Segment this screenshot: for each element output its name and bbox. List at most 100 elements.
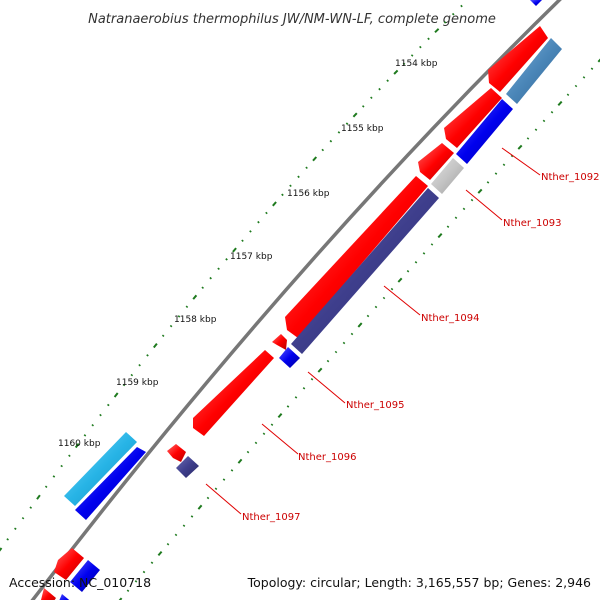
ring-tick-mark [352, 112, 358, 118]
ring-tick-mark [357, 322, 363, 328]
ring-tick-mark [6, 538, 9, 541]
ring-tick-mark [414, 261, 418, 264]
ring-tick-mark [326, 359, 330, 363]
ring-tick-mark [334, 350, 338, 354]
feature-block[interactable] [56, 594, 74, 600]
tick-label: 1156 kbp [287, 189, 330, 199]
ring-tick-mark [443, 21, 447, 24]
ring-tick-mark [91, 423, 94, 427]
ring-tick-mark [21, 516, 25, 520]
ring-tick-mark [150, 561, 154, 565]
ring-tick-mark [206, 496, 210, 500]
ring-tick-mark [502, 163, 506, 167]
ring-tick-mark [14, 527, 17, 530]
ring-tick-mark [60, 464, 63, 468]
gene-label-nther-1094[interactable]: Nther_1094 [421, 313, 479, 324]
gene-label-nther-1095[interactable]: Nther_1095 [346, 400, 404, 411]
feature-arrow[interactable] [75, 447, 146, 520]
ring-tick-mark [422, 252, 426, 255]
ring-tick-mark [345, 122, 349, 125]
ring-tick-mark [390, 287, 394, 291]
ring-tick-mark [526, 137, 530, 140]
tick-label: 1154 kbp [395, 59, 438, 69]
ring-tick-mark [113, 392, 119, 398]
tick-label: 1158 kbp [174, 315, 217, 325]
ring-tick-mark [361, 105, 365, 108]
tick-label: 1155 kbp [341, 124, 384, 134]
feature-block[interactable] [291, 188, 439, 354]
gene-leader-lines [205, 147, 541, 515]
ring-tick-mark [382, 296, 386, 300]
ring-tick-mark [337, 131, 341, 134]
cds-arrow[interactable] [488, 26, 548, 92]
ring-tick-mark [230, 469, 234, 472]
ring-tick-mark [374, 305, 378, 309]
ring-tick-mark [257, 220, 260, 224]
ring-tick-mark [146, 354, 149, 357]
cds-arrow[interactable] [167, 444, 186, 462]
inner-dotted-ring [118, 58, 600, 600]
ring-tick-mark [68, 454, 71, 458]
ring-tick-mark [174, 533, 178, 537]
gene-label-nther-1096[interactable]: Nther_1096 [298, 452, 356, 463]
genome-summary-text: Topology: circular; Length: 3,165,557 bp… [247, 575, 591, 590]
ring-tick-mark [321, 148, 325, 152]
map-title: Natranaerobius thermophilus JW/NM-WN-LF,… [88, 12, 496, 27]
ring-tick-mark [225, 258, 228, 261]
reverse-strand-track [56, 38, 562, 600]
ring-tick-mark [262, 432, 266, 436]
ring-tick-mark [214, 487, 218, 491]
ring-tick-mark [542, 119, 546, 123]
ring-tick-mark [0, 547, 3, 552]
ring-tick-mark [317, 367, 323, 373]
feature-block[interactable] [176, 456, 199, 478]
ring-tick-mark [192, 294, 198, 300]
ring-tick-mark [393, 69, 399, 75]
ring-tick-mark [566, 93, 570, 96]
ring-tick-mark [582, 76, 586, 79]
cds-arrow[interactable] [40, 588, 56, 600]
cds-arrow[interactable] [530, 0, 542, 6]
ring-tick-mark [36, 494, 41, 500]
cds-arrow[interactable] [418, 143, 454, 180]
ring-tick-mark [378, 87, 381, 91]
ring-tick-mark [312, 156, 318, 162]
tick-ring [0, 4, 463, 552]
feature-block[interactable] [431, 158, 464, 194]
ring-tick-mark [237, 458, 243, 464]
ring-tick-mark [265, 211, 268, 215]
cds-arrow[interactable] [193, 350, 274, 436]
feature-block[interactable] [456, 99, 513, 164]
cds-arrow[interactable] [272, 334, 287, 350]
ring-tick-mark [302, 387, 306, 390]
accession-text: Accession: NC_010718 [9, 575, 151, 590]
ring-tick-mark [44, 485, 48, 489]
ring-tick-mark [550, 110, 554, 114]
gene-label-nther-1093[interactable]: Nther_1093 [503, 218, 561, 229]
cds-arrow[interactable] [54, 548, 84, 580]
cds-arrow[interactable] [285, 176, 428, 338]
ring-tick-mark [99, 413, 102, 417]
gene-label-nther-1097[interactable]: Nther_1097 [242, 512, 300, 523]
ring-tick-mark [126, 589, 130, 592]
ring-tick-mark [486, 181, 490, 184]
ring-tick-mark [118, 597, 123, 600]
ring-tick-mark [166, 542, 170, 546]
ring-tick-mark [305, 166, 308, 170]
ring-tick-mark [83, 434, 87, 437]
ring-tick-mark [142, 570, 146, 574]
feature-block[interactable] [64, 432, 137, 506]
cds-arrow[interactable] [444, 88, 502, 148]
ring-tick-mark [454, 216, 458, 220]
feature-block[interactable] [279, 347, 300, 368]
gene-label-nther-1092[interactable]: Nther_1092 [541, 172, 599, 183]
ring-tick-mark [419, 45, 422, 49]
feature-block[interactable] [70, 560, 100, 592]
ring-tick-mark [249, 230, 252, 233]
ring-tick-mark [201, 286, 204, 289]
ring-tick-mark [451, 12, 455, 16]
feature-block[interactable] [506, 38, 562, 104]
ring-tick-mark [277, 413, 283, 419]
